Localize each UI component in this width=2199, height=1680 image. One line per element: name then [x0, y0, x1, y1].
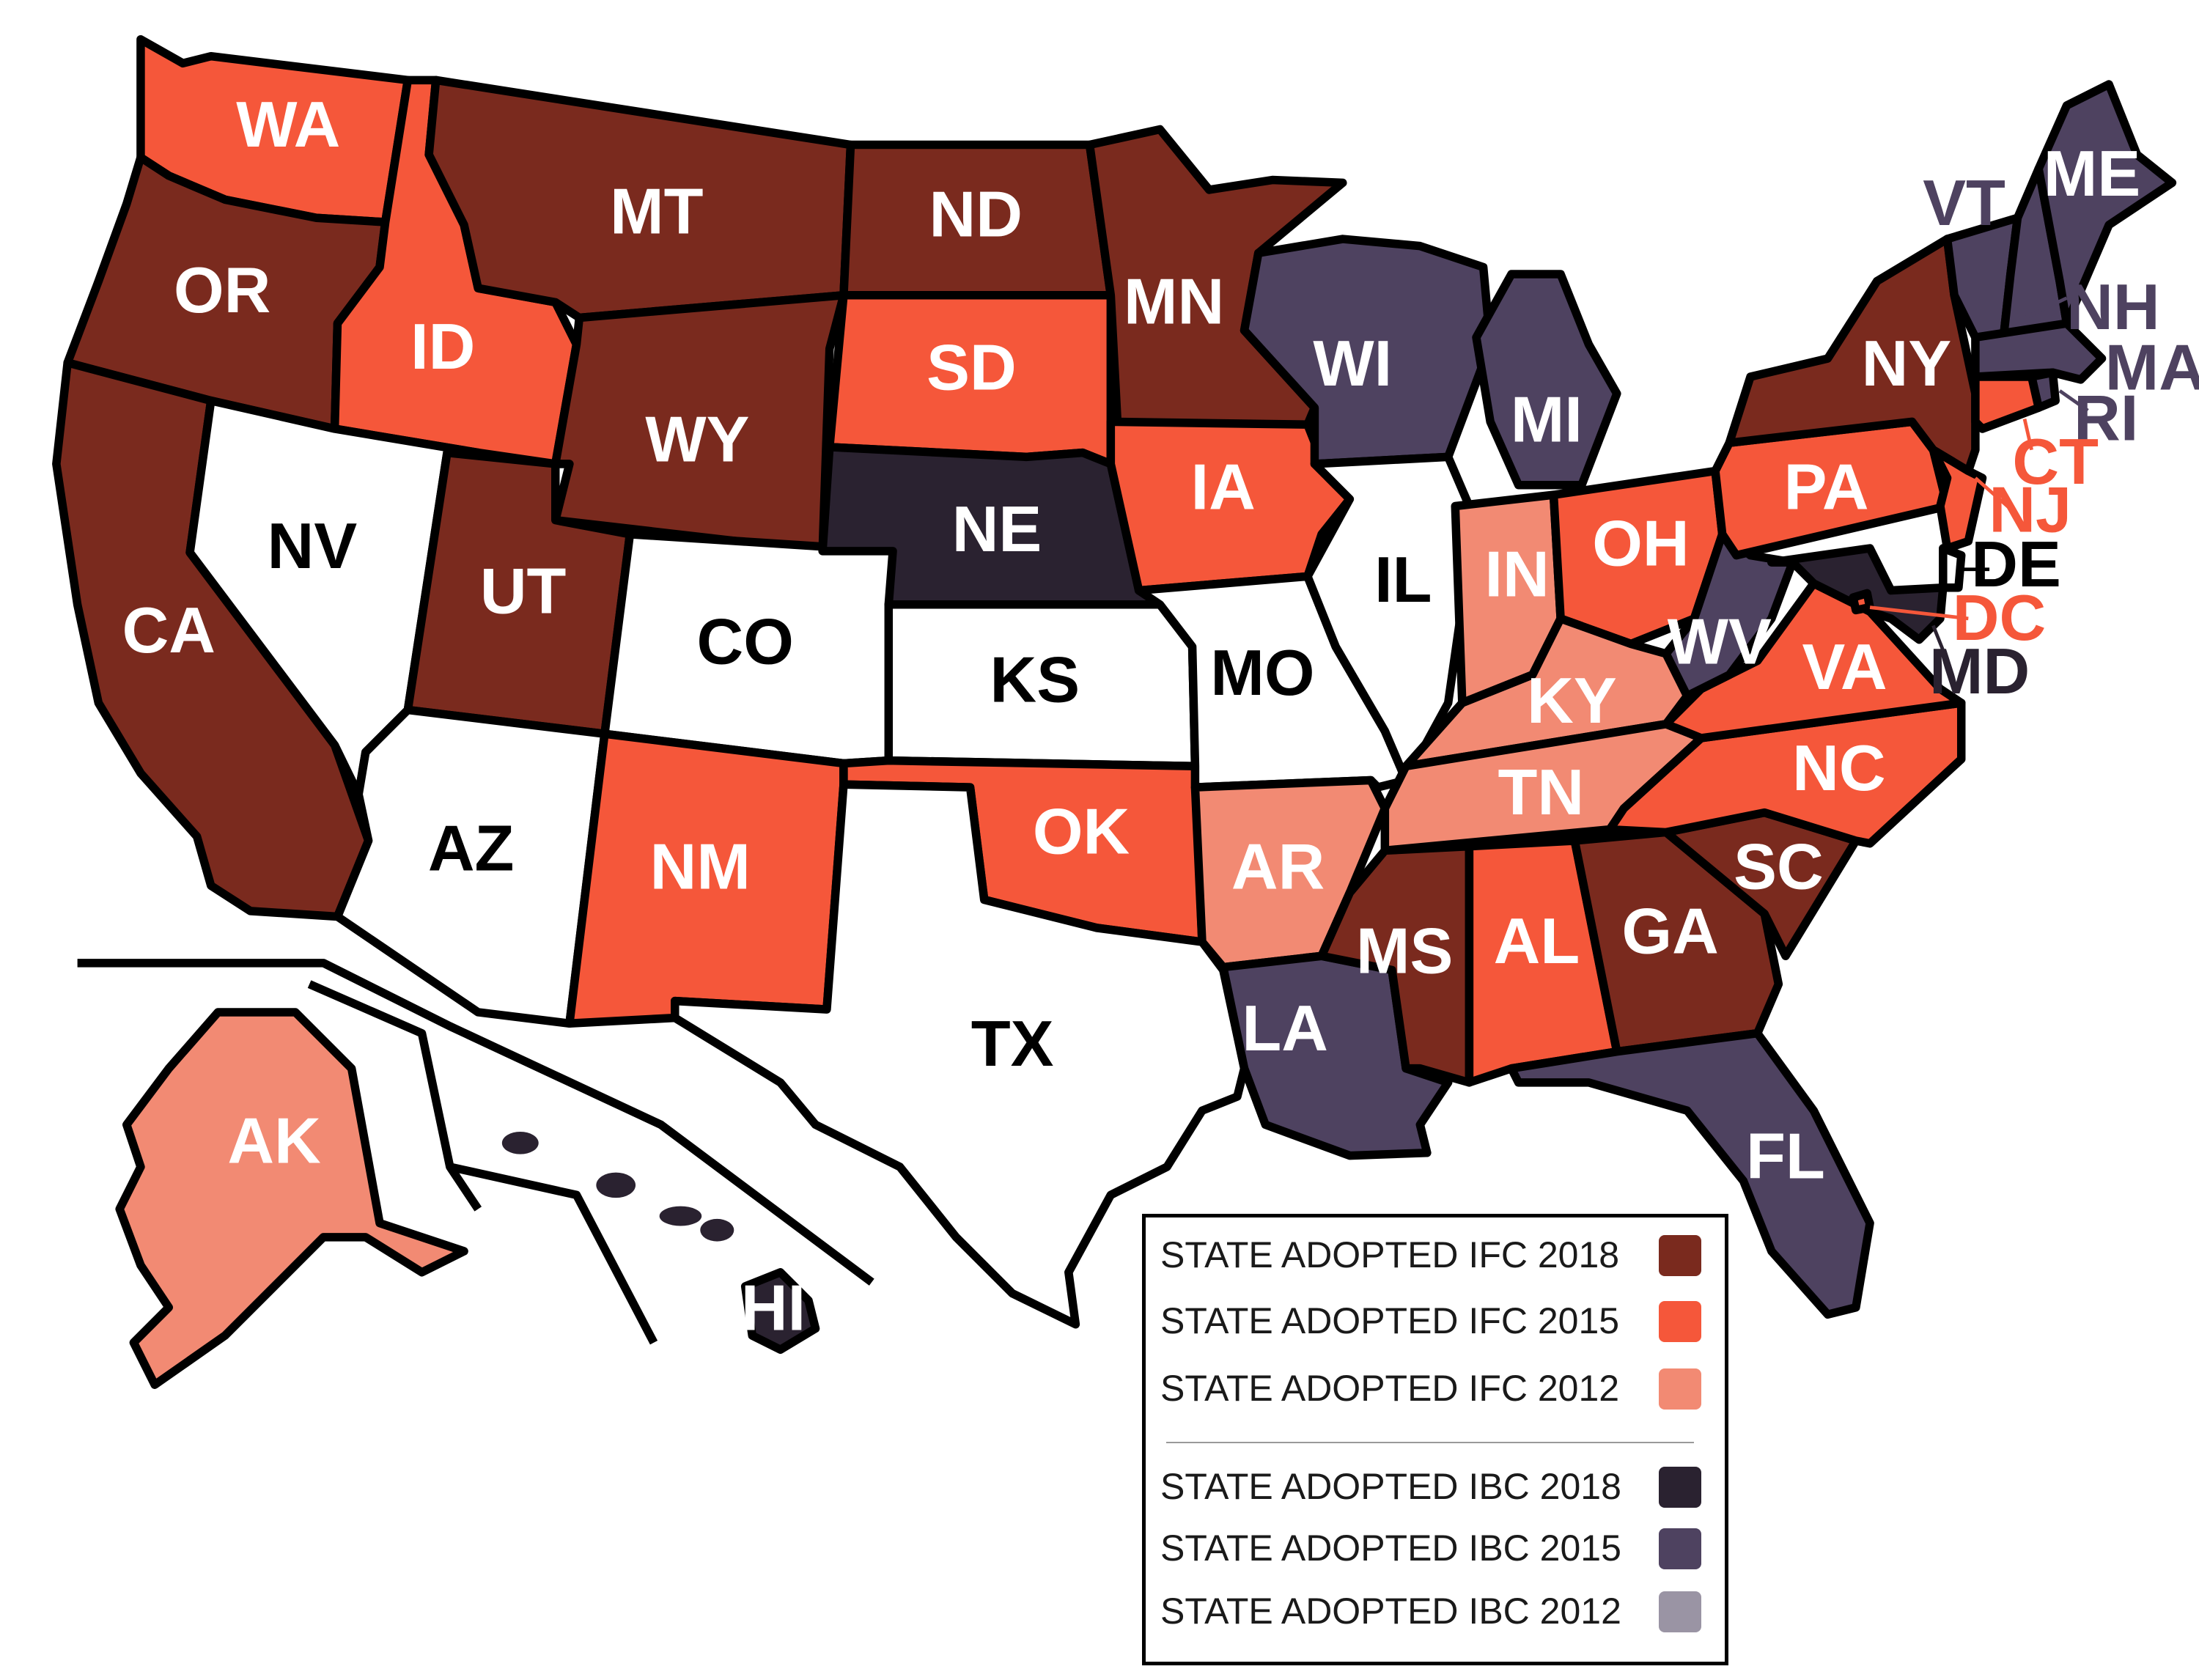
state-label-nc: NC — [1792, 732, 1885, 804]
hawaii-island-2 — [596, 1172, 636, 1198]
state-label-ia: IA — [1191, 451, 1256, 523]
state-wi — [1240, 235, 1495, 468]
legend-swatch — [1659, 1301, 1701, 1342]
state-mi — [1472, 270, 1621, 490]
label-leader-lines — [1869, 296, 2089, 662]
legend-divider — [1166, 1442, 1694, 1443]
state-label-mo: MO — [1210, 636, 1314, 709]
state-label-wy: WY — [645, 402, 749, 475]
inset-boundary-lines — [77, 959, 874, 1345]
state-ms — [1317, 841, 1474, 1087]
state-label-ut: UT — [480, 555, 567, 627]
state-label-ca: CA — [122, 594, 216, 666]
state-label-al: AL — [1494, 905, 1580, 977]
state-hi — [740, 1268, 820, 1355]
state-label-mi: MI — [1511, 383, 1583, 456]
state-label-az: AZ — [428, 812, 515, 885]
state-label-fl: FL — [1746, 1120, 1825, 1193]
state-label-hi: HI — [741, 1272, 806, 1344]
legend-swatch — [1659, 1368, 1701, 1410]
legend-item-ifc-2012: STATE ADOPTED IFC 2012 — [1160, 1361, 1703, 1412]
state-label-in: IN — [1485, 538, 1550, 611]
state-label-id: ID — [410, 310, 475, 383]
inset-line-2 — [307, 980, 482, 1212]
state-label-me: ME — [2044, 137, 2140, 210]
legend: STATE ADOPTED IFC 2018 STATE ADOPTED IFC… — [1142, 1214, 1728, 1665]
legend-swatch — [1659, 1528, 1701, 1569]
state-label-ct: CT — [2012, 425, 2099, 498]
state-label-ny: NY — [1862, 327, 1952, 399]
state-label-nm: NM — [650, 830, 751, 902]
legend-label: STATE ADOPTED IFC 2015 — [1160, 1300, 1620, 1341]
state-label-ga: GA — [1622, 895, 1719, 968]
state-label-va: VA — [1802, 630, 1887, 703]
state-label-co: CO — [697, 605, 794, 678]
state-label-de: DE — [1971, 528, 2061, 600]
state-label-la: LA — [1242, 992, 1328, 1064]
hawaii-islands — [501, 1131, 734, 1242]
state-label-tn: TN — [1498, 756, 1584, 828]
state-label-il: IL — [1374, 543, 1432, 616]
legend-swatch — [1659, 1591, 1701, 1632]
state-de — [1939, 544, 1966, 592]
state-label-vt: VT — [1923, 166, 2005, 239]
state-label-ks: KS — [990, 643, 1080, 715]
state-ak — [115, 1008, 468, 1389]
state-label-ms: MS — [1356, 915, 1453, 987]
inset-line-3 — [449, 1163, 658, 1345]
state-label-ar: AR — [1231, 830, 1325, 902]
state-dc — [1849, 589, 1874, 615]
state-me — [2034, 80, 2177, 328]
state-label-sc: SC — [1734, 830, 1824, 902]
state-label-tx: TX — [971, 1007, 1054, 1080]
state-shapes — [52, 34, 2177, 1389]
state-nj — [1929, 446, 1987, 553]
legend-label: STATE ADOPTED IBC 2018 — [1160, 1466, 1621, 1507]
legend-item-ibc-2015: STATE ADOPTED IBC 2015 — [1160, 1521, 1703, 1572]
state-fl — [1507, 1028, 1874, 1319]
state-tx — [671, 780, 1249, 1329]
legend-label: STATE ADOPTED IBC 2012 — [1160, 1591, 1621, 1632]
legend-label: STATE ADOPTED IFC 2018 — [1160, 1234, 1620, 1275]
state-label-wa: WA — [236, 88, 340, 161]
hawaii-island-4 — [700, 1218, 734, 1242]
hawaii-island-1 — [501, 1131, 539, 1154]
state-label-nd: ND — [929, 178, 1023, 251]
state-labels: WA OR CA ID NV MT WY UT AZ CO NM ND SD NE KS OK TX MN IA MO… — [122, 88, 2199, 1344]
state-label-mt: MT — [610, 175, 703, 248]
hawaii-island-3 — [659, 1206, 702, 1226]
state-label-dc: DC — [1953, 581, 2046, 654]
state-label-ak: AK — [227, 1104, 320, 1176]
state-label-oh: OH — [1592, 506, 1689, 579]
state-ct — [1971, 372, 2043, 433]
legend-item-ifc-2018: STATE ADOPTED IFC 2018 — [1160, 1228, 1703, 1279]
state-label-ma: MA — [2105, 331, 2199, 404]
legend-item-ifc-2015: STATE ADOPTED IFC 2015 — [1160, 1294, 1703, 1345]
legend-label: STATE ADOPTED IBC 2015 — [1160, 1528, 1621, 1569]
state-label-nv: NV — [268, 509, 358, 582]
state-label-wi: WI — [1313, 327, 1392, 399]
state-label-ne: NE — [952, 493, 1042, 565]
state-label-mn: MN — [1124, 265, 1224, 337]
state-label-nj: NJ — [1989, 473, 2071, 545]
state-label-sd: SD — [927, 331, 1017, 404]
legend-item-ibc-2018: STATE ADOPTED IBC 2018 — [1160, 1459, 1703, 1511]
legend-item-ibc-2012: STATE ADOPTED IBC 2012 — [1160, 1584, 1703, 1635]
legend-label: STATE ADOPTED IFC 2012 — [1160, 1368, 1620, 1409]
state-label-ok: OK — [1033, 795, 1130, 868]
state-label-pa: PA — [1784, 451, 1869, 523]
legend-swatch — [1659, 1467, 1701, 1508]
state-label-md: MD — [1929, 635, 2030, 707]
legend-swatch — [1659, 1235, 1701, 1276]
state-label-ky: KY — [1527, 664, 1617, 737]
inset-line-1 — [77, 959, 874, 1286]
state-label-wv: WV — [1668, 605, 1772, 678]
state-label-or: OR — [174, 254, 270, 326]
state-label-ri: RI — [2074, 382, 2138, 454]
state-label-nh: NH — [2066, 270, 2159, 343]
